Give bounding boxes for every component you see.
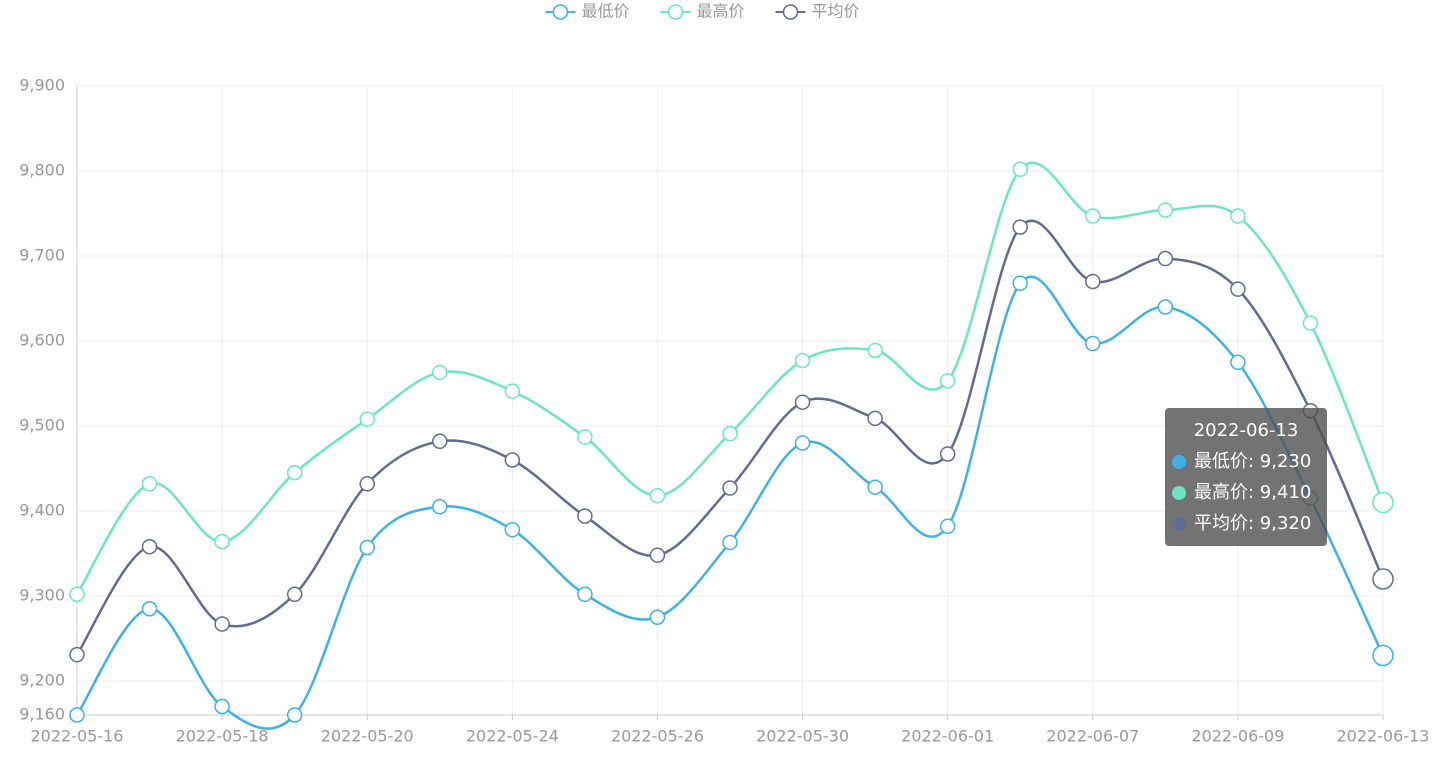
data-point <box>141 601 158 617</box>
data-point <box>722 534 738 551</box>
legend-symbol <box>782 4 799 20</box>
data-point <box>69 707 85 723</box>
data-point <box>214 616 230 632</box>
x-tick-label: 2022-05-16 <box>31 727 124 746</box>
x-tick-label: 2022-06-09 <box>1191 727 1284 746</box>
tooltip-marker <box>1172 517 1186 531</box>
y-tick-label: 9,700 <box>19 246 65 265</box>
data-point <box>214 533 230 550</box>
data-point <box>939 373 956 389</box>
data-point <box>359 411 375 427</box>
data-point <box>649 609 666 625</box>
data-point <box>1012 219 1028 235</box>
data-point <box>649 487 666 504</box>
data-point <box>1230 208 1246 224</box>
data-point <box>1085 208 1101 224</box>
data-point <box>794 394 811 410</box>
data-point <box>794 435 811 451</box>
data-point <box>794 352 811 369</box>
y-tick-label: 9,160 <box>19 705 65 724</box>
tooltip-title: 2022-06-13 <box>1194 420 1299 441</box>
data-point <box>1372 491 1394 514</box>
data-point <box>867 410 883 427</box>
x-tick-label: 2022-05-30 <box>756 727 849 746</box>
data-point <box>1372 568 1394 590</box>
data-point <box>432 499 448 515</box>
tooltip-item: 最低价: 9,230 <box>1194 451 1311 472</box>
data-point <box>1157 202 1174 218</box>
data-point <box>432 364 448 381</box>
data-point <box>1157 250 1174 267</box>
y-tick-label: 9,600 <box>19 331 65 350</box>
data-point <box>649 547 666 563</box>
data-point <box>504 383 521 399</box>
data-point <box>69 586 85 603</box>
tooltip-item: 平均价: 9,320 <box>1194 513 1311 534</box>
x-tick-label: 2022-05-26 <box>611 727 704 746</box>
y-tick-label: 9,500 <box>19 416 65 435</box>
data-point <box>1157 299 1174 315</box>
legend-symbol <box>667 4 684 20</box>
tooltip: 2022-06-13 最低价: 9,230 最高价: 9,410 平均价: 9,320 <box>1165 408 1327 546</box>
data-point <box>1085 335 1101 352</box>
data-point <box>359 539 375 556</box>
data-point <box>286 586 303 603</box>
x-tick-label: 2022-05-24 <box>466 727 559 746</box>
data-point <box>1012 275 1028 291</box>
tooltip-item: 最高价: 9,410 <box>1194 482 1311 503</box>
x-tick-label: 2022-06-01 <box>901 727 994 746</box>
x-tick-label: 2022-06-07 <box>1046 727 1139 746</box>
y-tick-label: 9,900 <box>19 76 65 95</box>
data-point <box>939 518 956 535</box>
data-point <box>1230 281 1246 297</box>
data-point <box>504 521 521 538</box>
data-point <box>286 465 303 481</box>
legend-symbol <box>552 4 569 20</box>
y-tick-label: 9,800 <box>19 161 65 180</box>
data-point <box>141 476 158 492</box>
data-point <box>286 707 303 723</box>
data-point <box>214 698 230 715</box>
data-point <box>1012 161 1028 178</box>
data-point <box>722 425 738 442</box>
data-point <box>577 586 593 603</box>
tooltip-box <box>1165 408 1327 546</box>
data-point <box>504 452 521 468</box>
data-point <box>1372 644 1394 667</box>
data-point <box>722 480 738 496</box>
legend-label: 最高价 <box>697 2 745 21</box>
data-point <box>939 446 956 462</box>
tooltip-marker <box>1172 486 1186 500</box>
legend-item[interactable]: 平均价 <box>775 2 860 21</box>
data-point <box>432 433 448 450</box>
data-point <box>1302 315 1319 331</box>
data-point <box>1230 354 1246 370</box>
x-tick-label: 2022-06-13 <box>1337 727 1430 746</box>
data-point <box>577 508 593 524</box>
data-point <box>1085 273 1101 290</box>
legend-item[interactable]: 最高价 <box>660 2 745 21</box>
y-tick-label: 9,400 <box>19 501 65 520</box>
data-point <box>69 646 85 663</box>
data-point <box>867 342 883 359</box>
data-point <box>577 429 593 445</box>
legend-item[interactable]: 最低价 <box>545 2 630 21</box>
data-point <box>359 476 375 492</box>
data-point <box>867 479 883 495</box>
tooltip-marker <box>1172 455 1186 469</box>
legend-label: 最低价 <box>582 2 630 21</box>
y-tick-label: 9,200 <box>19 671 65 690</box>
x-tick-label: 2022-05-18 <box>176 727 269 746</box>
data-point <box>141 538 158 555</box>
x-tick-label: 2022-05-20 <box>321 727 414 746</box>
legend-label: 平均价 <box>812 2 860 21</box>
y-tick-label: 9,300 <box>19 586 65 605</box>
